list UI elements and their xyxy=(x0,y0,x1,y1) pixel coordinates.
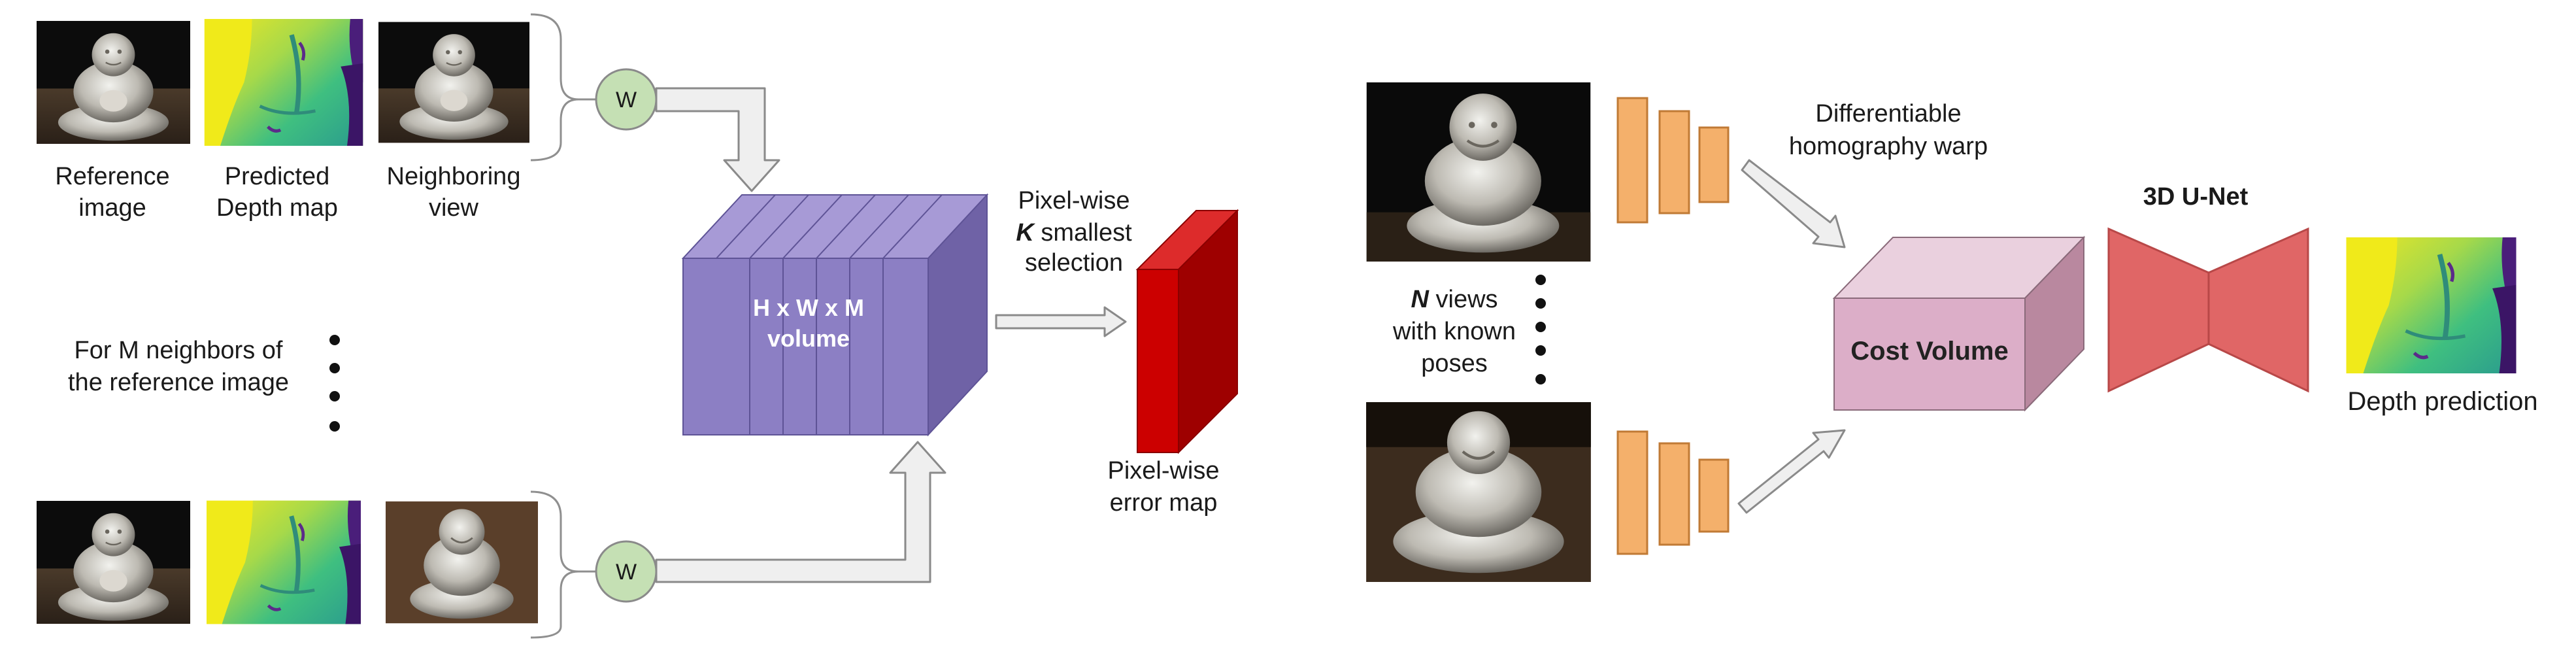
cost-volume: Cost Volume xyxy=(1832,235,2086,412)
weight-node-top-label: W xyxy=(616,88,637,112)
selection-label-2: K smallest xyxy=(1016,219,1132,247)
depth-prediction-label: Depth prediction xyxy=(2347,387,2537,416)
top-arrow xyxy=(655,87,780,192)
predicted-depth-map-thumbnail xyxy=(205,19,363,146)
neighbor-view-thumbnail-2 xyxy=(386,500,538,624)
unet-label: 3D U-Net xyxy=(2143,183,2249,211)
views-label-3: poses xyxy=(1421,350,1487,377)
feature-extractor-top xyxy=(1616,97,1730,224)
bottom-arrow xyxy=(655,441,946,583)
vertical-ellipsis-right xyxy=(1535,275,1546,384)
warp-arrow-top xyxy=(1741,159,1846,248)
selection-label-3: selection xyxy=(1025,249,1123,277)
warp-label-2: homography warp xyxy=(1789,133,1988,160)
hwm-volume: H x W x M volume xyxy=(681,193,989,437)
volume-label-2: volume xyxy=(767,325,850,352)
volume-to-error-arrow xyxy=(995,306,1127,337)
predicted-label-2: Depth map xyxy=(216,194,338,222)
reference-label-1: Reference xyxy=(55,163,169,190)
weight-node-bottom-label: W xyxy=(616,560,637,585)
neighbors-note-2: the reference image xyxy=(68,369,289,396)
selection-k: K xyxy=(1016,219,1035,247)
pixel-wise-error-map xyxy=(1135,209,1239,454)
top-bracket xyxy=(530,13,579,162)
predicted-depth-map-thumbnail-2 xyxy=(207,501,361,624)
warp-label-1: Differentiable xyxy=(1815,100,1961,128)
views-label-2: with known xyxy=(1392,318,1516,345)
neighboring-label-1: Neighboring xyxy=(387,163,521,190)
bottom-bracket xyxy=(530,490,579,639)
neighboring-label-2: view xyxy=(429,194,479,222)
input-view-bottom-photo xyxy=(1366,402,1591,582)
reference-image-thumbnail xyxy=(37,20,190,145)
reference-image-thumbnail-2 xyxy=(37,500,190,625)
selection-label-1: Pixel-wise xyxy=(1018,187,1129,214)
selection-smallest: smallest xyxy=(1034,219,1132,247)
reference-label-2: image xyxy=(78,194,146,222)
views-rest: views xyxy=(1429,286,1498,313)
cost-volume-label: Cost Volume xyxy=(1850,337,2009,366)
error-map-label-1: Pixel-wise xyxy=(1107,457,1219,485)
warp-arrow-bottom xyxy=(1737,429,1846,514)
depth-prediction-thumbnail xyxy=(2347,237,2517,373)
volume-label-1: H x W x M xyxy=(753,294,864,321)
vertical-ellipsis-left xyxy=(329,335,340,432)
feature-extractor-bottom xyxy=(1616,430,1730,555)
neighbors-note-1: For M neighbors of xyxy=(75,337,283,364)
unet-block xyxy=(2107,227,2309,393)
error-map-label-2: error map xyxy=(1110,489,1218,517)
predicted-label-1: Predicted xyxy=(225,163,330,190)
views-label-1: N views xyxy=(1411,286,1497,313)
input-view-top-photo xyxy=(1367,82,1591,262)
neighboring-view-thumbnail xyxy=(378,21,529,144)
views-n: N xyxy=(1411,286,1430,313)
